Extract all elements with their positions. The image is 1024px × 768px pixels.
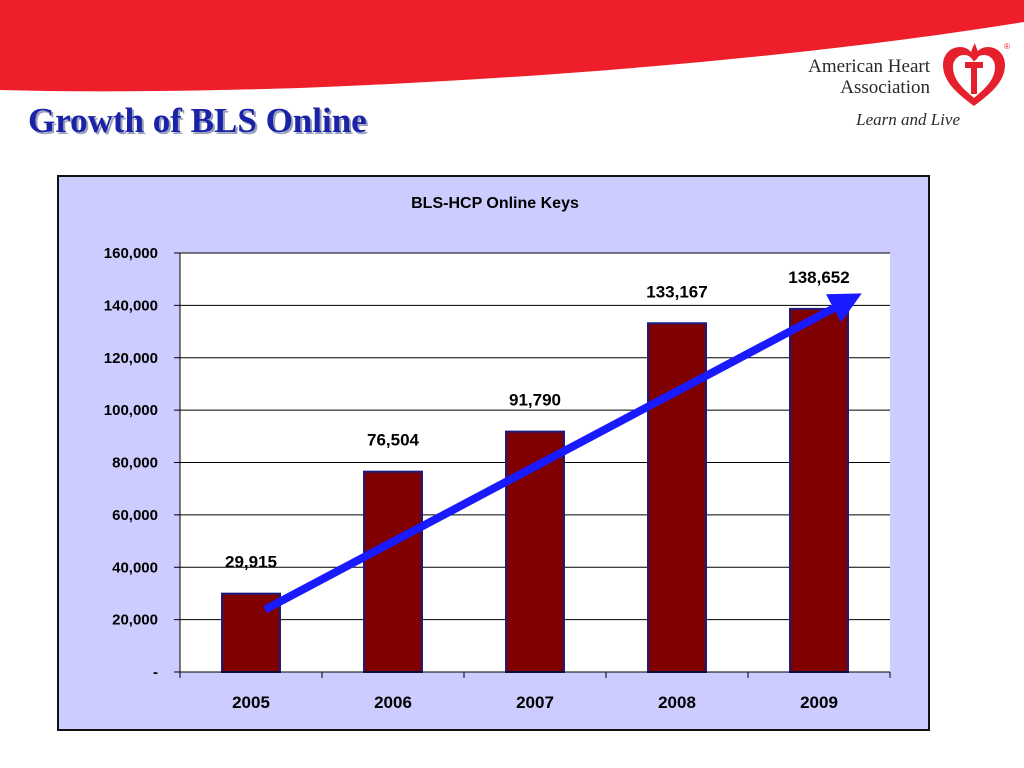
registered-mark: ® — [1004, 42, 1010, 51]
logo-line-1: American Heart — [808, 56, 930, 77]
logo-tagline: Learn and Live — [856, 110, 960, 129]
y-tick-label: 160,000 — [104, 245, 158, 262]
data-label-2009: 138,652 — [788, 268, 849, 287]
x-tick-label-2006: 2006 — [374, 693, 412, 712]
slide-title: Growth of BLS Online — [28, 101, 367, 140]
data-label-2006: 76,504 — [367, 431, 420, 450]
y-tick-label: 100,000 — [104, 402, 158, 419]
trend-arrow — [263, 293, 862, 614]
trend-arrow-line — [263, 293, 862, 614]
axes — [174, 252, 891, 678]
labels: - 20,000 40,000 60,000 80,000 100,000 120,000 1… — [104, 245, 850, 712]
bar-2007 — [505, 430, 565, 673]
y-tick-label: 20,000 — [112, 612, 158, 629]
bar-2006 — [363, 470, 423, 673]
aha-logo: American Heart Association Learn and Liv… — [795, 38, 1010, 134]
y-tick-label: 120,000 — [104, 350, 158, 367]
bar-2008 — [647, 322, 707, 673]
y-tick-label: 40,000 — [112, 559, 158, 576]
x-tick-label-2007: 2007 — [516, 693, 554, 712]
x-tick-label-2005: 2005 — [232, 693, 270, 712]
heart-torch-icon: ® — [943, 42, 1010, 106]
header-banner — [0, 0, 1024, 92]
data-label-2007: 91,790 — [509, 391, 561, 410]
banner-red-wave — [0, 0, 1024, 92]
y-tick-label: 60,000 — [112, 507, 158, 524]
data-label-2008: 133,167 — [646, 282, 707, 301]
y-tick-label: - — [153, 664, 158, 681]
x-tick-label-2009: 2009 — [800, 693, 838, 712]
y-tick-label: 140,000 — [104, 297, 158, 314]
x-tick-label-2008: 2008 — [658, 693, 696, 712]
bar-2009 — [789, 307, 849, 673]
logo-line-2: Association — [840, 77, 930, 98]
data-label-2005: 29,915 — [225, 553, 277, 572]
chart-title: BLS-HCP Online Keys — [411, 195, 579, 212]
y-tick-label: 80,000 — [112, 455, 158, 472]
